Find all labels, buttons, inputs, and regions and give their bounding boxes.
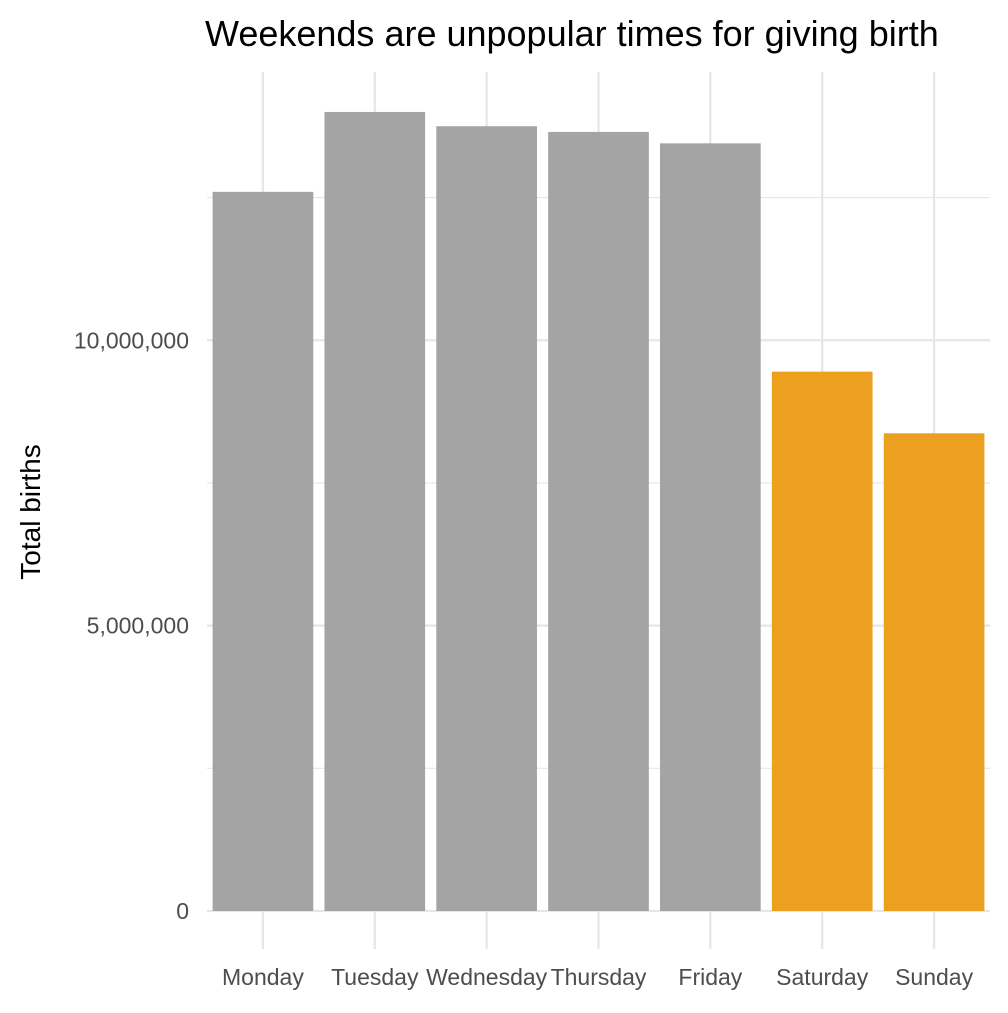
x-tick-label: Sunday	[895, 964, 974, 990]
bars	[212, 111, 985, 912]
bar-thursday	[548, 131, 649, 911]
bar-sunday	[883, 433, 985, 911]
bar-friday	[660, 143, 761, 912]
x-axis-ticks: Monday Tuesday Wednesday Thursday Friday Satu…	[222, 964, 974, 990]
x-tick-label: Thursday	[551, 964, 647, 990]
y-tick-label: 0	[176, 898, 189, 924]
bar-monday	[212, 191, 314, 911]
chart-title: Weekends are unpopular times for giving …	[205, 13, 939, 54]
y-tick-label: 5,000,000	[87, 613, 189, 639]
x-tick-label: Tuesday	[331, 964, 419, 990]
bar-saturday	[771, 371, 873, 912]
y-axis-label: Total births	[15, 444, 46, 579]
x-tick-label: Wednesday	[426, 964, 548, 990]
bar-tuesday	[324, 111, 426, 911]
bar-wednesday	[436, 126, 537, 912]
y-tick-label: 10,000,000	[74, 327, 189, 353]
x-tick-label: Friday	[678, 964, 742, 990]
x-tick-label: Monday	[222, 964, 304, 990]
x-tick-label: Saturday	[776, 964, 869, 990]
y-axis-ticks: 0 5,000,000 10,000,000	[74, 327, 189, 924]
